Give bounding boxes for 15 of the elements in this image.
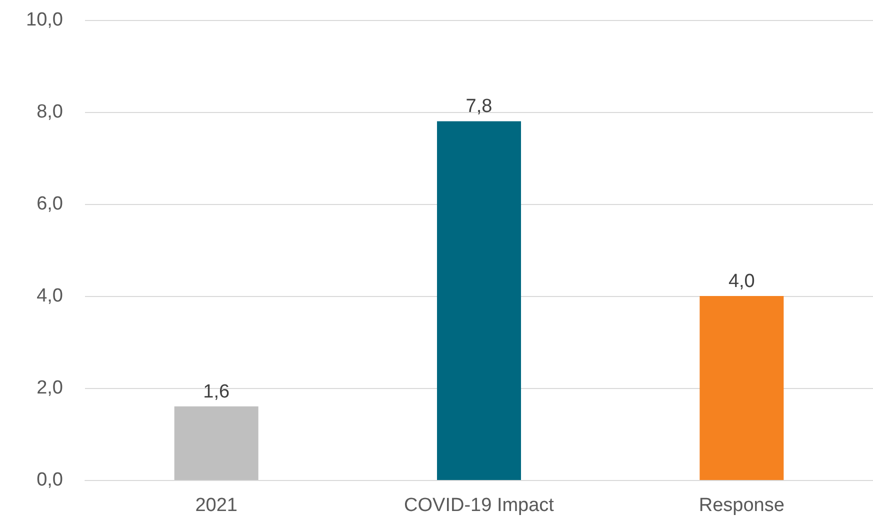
data-label: 1,6 — [203, 381, 230, 402]
data-label: 7,8 — [466, 96, 492, 118]
y-tick-label: 8,0 — [36, 102, 63, 122]
y-tick-label: 4,0 — [36, 286, 63, 306]
x-tick-label: COVID-19 Impact — [404, 495, 555, 516]
y-tick-label: 6,0 — [36, 194, 63, 214]
bar — [437, 121, 521, 480]
x-tick-label: Response — [698, 495, 784, 516]
y-tick-label: 10,0 — [26, 10, 63, 30]
x-tick-label: 2021 — [195, 495, 238, 516]
data-label: 4,0 — [728, 271, 755, 292]
y-tick-label: 0,0 — [36, 470, 63, 490]
bar — [700, 296, 784, 480]
y-tick-label: 2,0 — [36, 378, 63, 398]
bar — [174, 406, 258, 480]
